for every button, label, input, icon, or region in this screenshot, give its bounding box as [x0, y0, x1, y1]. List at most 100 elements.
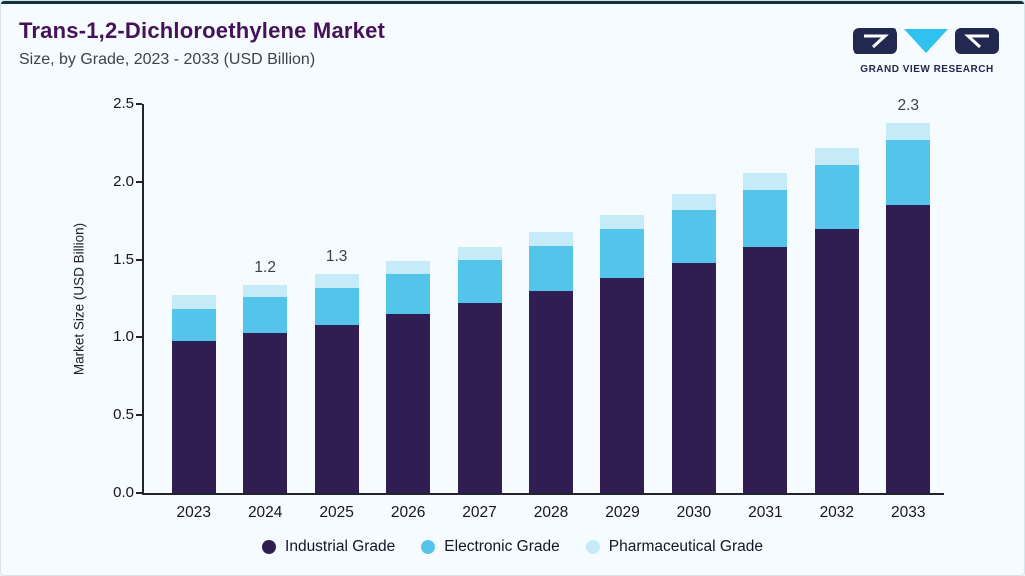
- bar-2025: 1.3: [301, 104, 372, 493]
- gvr-logo-text: GRAND VIEW RESEARCH: [860, 64, 994, 75]
- segment-industrial-grade: [243, 332, 288, 493]
- y-tick-mark: [136, 180, 142, 183]
- x-tick-2028: 2028: [533, 504, 569, 521]
- bar-value-label: 1.3: [325, 247, 348, 265]
- segment-pharmaceutical-grade: [743, 172, 788, 190]
- stacked-bar: [600, 214, 645, 493]
- stacked-bar: [243, 284, 288, 493]
- segment-electronic-grade: [886, 139, 931, 206]
- legend-label-industrial-grade: Industrial Grade: [285, 538, 396, 555]
- bar-2032: [801, 104, 872, 493]
- segment-electronic-grade: [171, 309, 216, 341]
- segment-electronic-grade: [814, 164, 859, 229]
- stacked-bar: [171, 295, 216, 493]
- legend-label-pharmaceutical-grade: Pharmaceutical Grade: [608, 538, 763, 555]
- bar-2027: [444, 104, 515, 493]
- y-tick-mark: [136, 336, 142, 339]
- x-tick-2029: 2029: [605, 504, 640, 521]
- x-tick-2023: 2023: [176, 504, 211, 521]
- x-tick-2025: 2025: [319, 504, 354, 521]
- segment-electronic-grade: [743, 189, 788, 248]
- y-tick-label: 2.0: [113, 172, 134, 190]
- legend-dot-industrial-grade: [262, 540, 277, 554]
- segment-electronic-grade: [671, 209, 716, 263]
- y-tick-mark: [136, 492, 142, 494]
- legend: Industrial Grade Electronic Grade Pharmace…: [1, 538, 1024, 556]
- plot-area: 1.2 1.3 2.3: [142, 97, 944, 495]
- segment-industrial-grade: [457, 303, 502, 493]
- y-tick-mark: [136, 103, 142, 105]
- stacked-bar: [743, 172, 788, 493]
- y-tick-label: 2.5: [113, 95, 134, 112]
- x-tick-2031: 2031: [748, 504, 783, 521]
- segment-industrial-grade: [528, 290, 573, 493]
- segment-industrial-grade: [671, 262, 716, 493]
- segment-industrial-grade: [743, 247, 788, 493]
- bar-2024: 1.2: [229, 104, 300, 493]
- segment-industrial-grade: [886, 205, 931, 493]
- bar-2026: [372, 104, 443, 493]
- stacked-bar: [314, 273, 359, 493]
- stacked-bar: [886, 122, 931, 493]
- segment-electronic-grade: [600, 228, 645, 279]
- segment-pharmaceutical-grade: [314, 273, 359, 288]
- segment-pharmaceutical-grade: [528, 231, 573, 246]
- bar-value-label: 2.3: [897, 96, 920, 114]
- bar-2030: [658, 104, 729, 493]
- header: Trans-1,2-Dichloroethylene Market Size, …: [19, 18, 385, 69]
- y-tick-label: 0.0: [113, 484, 134, 501]
- x-tick-2030: 2030: [676, 504, 712, 521]
- segment-pharmaceutical-grade: [171, 295, 216, 310]
- chart-subtitle: Size, by Grade, 2023 - 2033 (USD Billion…: [19, 51, 316, 68]
- y-tick-mark: [136, 258, 142, 261]
- x-tick-2024: 2024: [247, 504, 283, 521]
- stacked-bar: [457, 247, 502, 493]
- segment-pharmaceutical-grade: [457, 247, 502, 260]
- bar-2028: [515, 104, 586, 493]
- gvr-logo-icon: [853, 28, 999, 54]
- bar-2033: 2.3: [873, 97, 944, 493]
- y-tick-label: 1.5: [113, 250, 134, 268]
- bar-2031: [730, 104, 801, 493]
- bar-2029: [587, 104, 658, 493]
- legend-item-electronic-grade: Electronic Grade: [421, 538, 560, 556]
- chart-title: Trans-1,2-Dichloroethylene Market: [19, 18, 386, 43]
- segment-electronic-grade: [528, 245, 573, 291]
- legend-dot-pharmaceutical-grade: [585, 540, 600, 554]
- segment-electronic-grade: [386, 273, 431, 315]
- stacked-bar: [528, 231, 573, 493]
- segment-industrial-grade: [814, 228, 859, 493]
- segment-industrial-grade: [314, 325, 359, 493]
- y-tick-mark: [136, 414, 142, 417]
- segment-pharmaceutical-grade: [886, 122, 931, 140]
- x-axis-tick-labels: 2023 2024 2025 2026 2027 2028 2029 2030 2031 2032…: [158, 504, 944, 522]
- segment-electronic-grade: [314, 287, 359, 325]
- y-tick-label: 0.5: [113, 406, 134, 424]
- segment-pharmaceutical-grade: [386, 261, 431, 274]
- top-accent-line: [1, 1, 1024, 4]
- y-axis-tick-labels: 2.5 2.0 1.5 1.0 0.5 0.0: [1, 95, 134, 501]
- legend-label-electronic-grade: Electronic Grade: [444, 538, 560, 555]
- x-tick-2032: 2032: [819, 504, 855, 521]
- x-tick-2033: 2033: [891, 504, 926, 521]
- y-tick-label: 1.0: [113, 328, 134, 346]
- y-axis-tick-marks: [136, 103, 142, 495]
- segment-electronic-grade: [457, 259, 502, 304]
- bar-2023: [158, 104, 229, 493]
- segment-pharmaceutical-grade: [814, 147, 859, 165]
- segment-electronic-grade: [243, 296, 288, 333]
- x-tick-2026: 2026: [390, 504, 426, 521]
- legend-item-pharmaceutical-grade: Pharmaceutical Grade: [585, 538, 763, 556]
- segment-pharmaceutical-grade: [243, 284, 288, 297]
- stacked-bar: [814, 147, 859, 493]
- gvr-logo: GRAND VIEW RESEARCH: [852, 27, 1002, 75]
- segment-industrial-grade: [600, 278, 645, 493]
- bar-value-label: 1.2: [254, 258, 276, 276]
- segment-pharmaceutical-grade: [600, 214, 645, 229]
- legend-item-industrial-grade: Industrial Grade: [262, 538, 395, 556]
- stacked-bar: [386, 261, 431, 493]
- segment-industrial-grade: [386, 314, 431, 493]
- x-tick-2027: 2027: [462, 504, 497, 521]
- segment-industrial-grade: [171, 340, 216, 493]
